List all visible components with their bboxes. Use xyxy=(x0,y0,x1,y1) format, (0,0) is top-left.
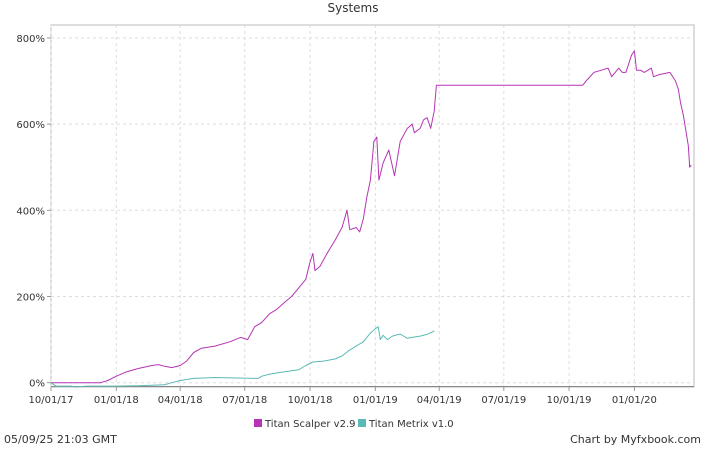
chart-title: Systems xyxy=(328,1,379,15)
legend: Titan Scalper v2.9 Titan Metrix v1.0 xyxy=(254,419,454,430)
series-lines xyxy=(50,50,692,388)
series-line-titan-metrix xyxy=(50,326,435,388)
legend-label-titan-metrix[interactable]: Titan Metrix v1.0 xyxy=(368,419,454,430)
y-tick-label: 0% xyxy=(29,379,45,390)
x-tick-label: 07/01/19 xyxy=(481,395,526,406)
series-line-titan-scalper xyxy=(51,50,692,384)
chart-timestamp: 05/09/25 21:03 GMT xyxy=(4,433,117,446)
y-tick-label: 200% xyxy=(16,293,45,304)
plot-area xyxy=(50,24,695,388)
x-axis: 10/01/17 01/01/18 04/01/18 07/01/18 10/01/18… xyxy=(29,386,694,406)
x-tick-label: 10/01/17 xyxy=(29,395,74,406)
x-tick-label: 10/01/19 xyxy=(547,395,592,406)
legend-swatch-titan-scalper xyxy=(254,419,262,427)
y-axis: 0% 200% 400% 600% 800% xyxy=(16,34,51,390)
y-tick-label: 400% xyxy=(16,206,45,217)
legend-swatch-titan-metrix xyxy=(358,419,366,427)
legend-label-titan-scalper[interactable]: Titan Scalper v2.9 xyxy=(264,419,356,430)
x-tick-label: 01/01/18 xyxy=(94,395,139,406)
x-tick-label: 01/01/19 xyxy=(353,395,398,406)
x-tick-label: 04/01/19 xyxy=(417,395,462,406)
chart-credit: Chart by Myfxbook.com xyxy=(570,433,701,446)
x-tick-label: 04/01/18 xyxy=(158,395,203,406)
y-tick-label: 800% xyxy=(16,34,45,45)
x-tick-label: 07/01/18 xyxy=(222,395,267,406)
x-tick-label: 01/01/20 xyxy=(612,395,657,406)
x-tick-label: 10/01/18 xyxy=(288,395,333,406)
y-tick-label: 600% xyxy=(16,120,45,131)
grid-lines xyxy=(50,25,694,387)
